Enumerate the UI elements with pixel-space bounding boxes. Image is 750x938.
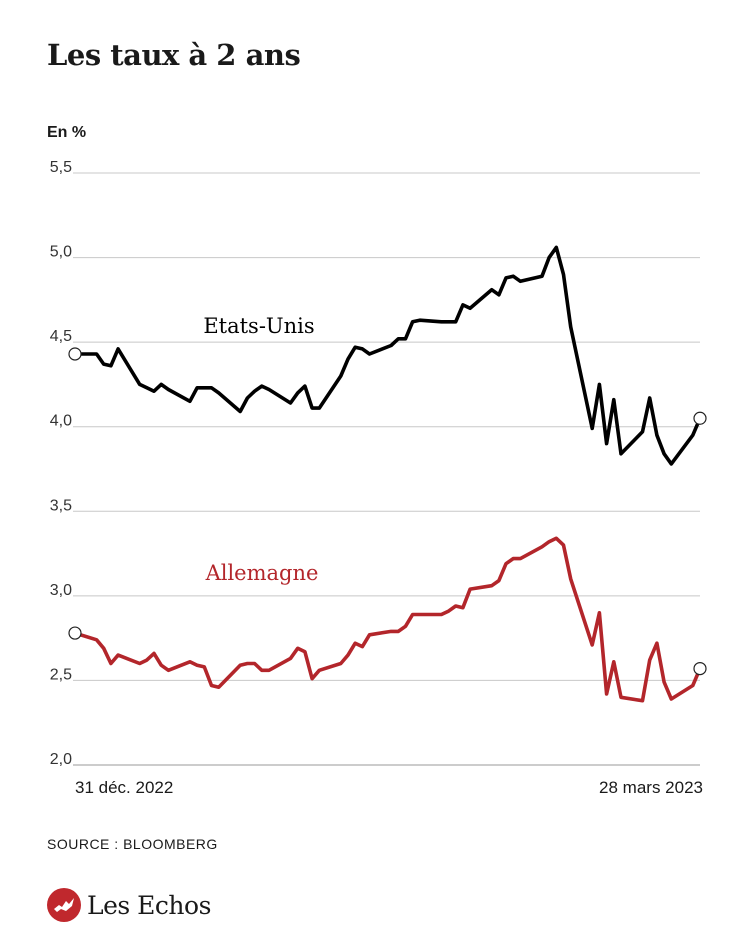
x-axis-ticks: 31 déc. 2022 28 mars 2023 [75, 778, 703, 797]
series-line-allemagne [73, 536, 702, 703]
y-tick-label: 4,5 [50, 328, 72, 345]
series-label: Allemagne [205, 561, 319, 585]
series-end-markers [68, 347, 707, 676]
y-tick-label: 5,5 [50, 159, 72, 176]
brand-logo: Les Echos [47, 888, 211, 922]
brand-name: Les Echos [87, 890, 211, 920]
end-point-marker [693, 411, 707, 425]
series-labels: Etats-Unis Allemagne [203, 314, 318, 585]
series-label: Etats-Unis [203, 314, 314, 338]
line-chart: 5,5 5,0 4,5 4,0 3,5 3,0 2,5 2,0 31 déc. 2022 28 … [50, 159, 707, 797]
gridlines [73, 172, 700, 766]
chart-title: Les taux à 2 ans [47, 38, 301, 72]
logo-icon [47, 888, 81, 922]
y-tick-label: 5,0 [50, 244, 72, 261]
y-axis-ticks: 5,5 5,0 4,5 4,0 3,5 3,0 2,5 2,0 [50, 159, 72, 768]
y-tick-label: 3,0 [50, 582, 72, 599]
start-point-marker [68, 626, 82, 640]
y-tick-label: 3,5 [50, 497, 72, 514]
series-lines [73, 245, 702, 703]
start-point-marker [68, 347, 82, 361]
y-axis-unit-label: En % [47, 124, 87, 141]
x-tick-label: 28 mars 2023 [599, 778, 703, 797]
source-note: SOURCE : BLOOMBERG [47, 836, 218, 852]
end-point-marker [693, 661, 707, 676]
y-tick-label: 2,0 [50, 751, 72, 768]
y-tick-label: 2,5 [50, 666, 72, 683]
y-tick-label: 4,0 [50, 413, 72, 430]
x-tick-label: 31 déc. 2022 [75, 778, 173, 797]
series-line-etats-unis [73, 245, 702, 466]
